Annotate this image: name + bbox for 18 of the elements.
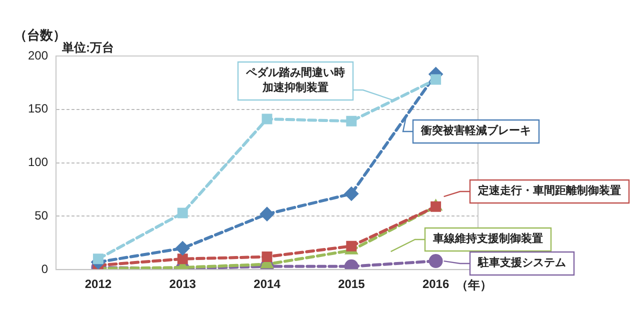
x-tick-label: 2015	[338, 277, 366, 292]
x-tick-label: 2016	[422, 277, 450, 292]
text: 単位:万台	[61, 40, 114, 54]
x-tick-label: 2014	[254, 277, 281, 292]
x-tick-label: 2013	[169, 277, 196, 292]
x-tick-label: 2012	[84, 277, 112, 292]
legend-label: 衝突被害軽減ブレーキ	[420, 124, 531, 138]
text: ペダル踏み間違い時加速抑制装置	[245, 66, 345, 94]
y-tick-label: 50	[34, 208, 48, 223]
y-tick-label: 0	[41, 262, 48, 276]
legend-label: 駐車支援システム	[477, 256, 566, 270]
x-axis-title: （年）	[456, 278, 492, 292]
legend-label: 定速走行・車間距離制御装置	[477, 184, 621, 198]
y-tick-label: 100	[28, 155, 48, 170]
y-tick-label: 200	[28, 48, 48, 62]
legend-label: 車線維持支援制御装置	[432, 232, 543, 246]
y-tick-label: 150	[28, 102, 48, 116]
y-axis-title: （台数）	[14, 28, 66, 43]
